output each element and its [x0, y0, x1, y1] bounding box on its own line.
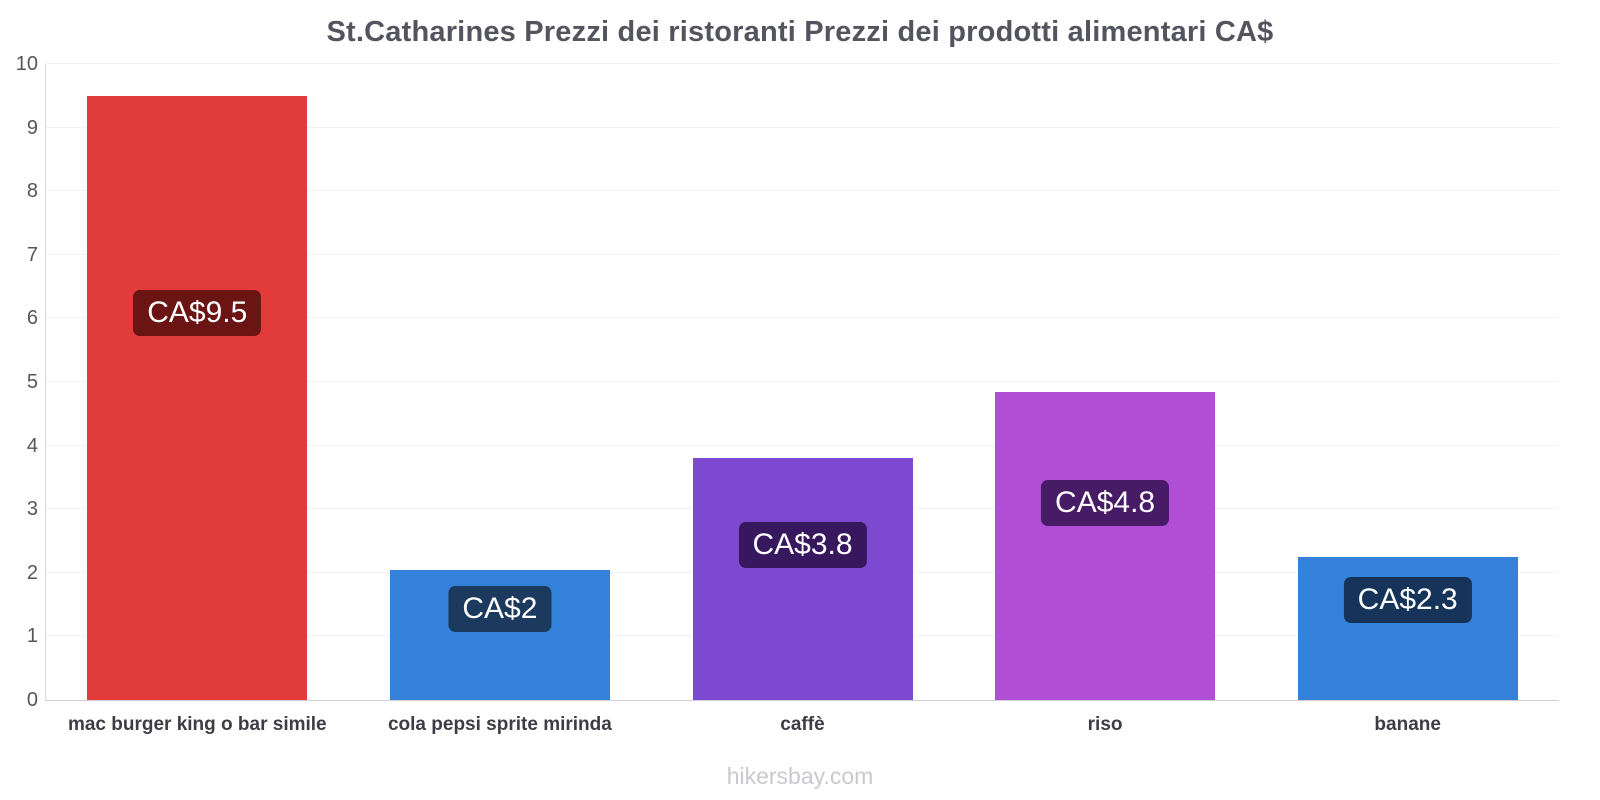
bar-value-badge: CA$3.8: [738, 522, 867, 569]
footer-watermark: hikersbay.com: [726, 763, 874, 789]
plot-area: 0 1 2 3 4 5 6 7 8 9 10 CA$9.5 mac burger king o bar …: [16, 54, 1559, 735]
y-axis-tick-label: 8: [26, 180, 38, 203]
y-axis-tick-label: 9: [26, 116, 38, 139]
gridline: [46, 126, 1559, 128]
x-axis-label: riso: [1087, 714, 1123, 735]
y-axis-tick-label: 2: [26, 561, 38, 584]
bar: CA$2.3: [1297, 556, 1518, 700]
bar: CA$4.8: [995, 391, 1216, 700]
y-axis-tick-label: 6: [26, 307, 38, 330]
x-axis-label: caffè: [780, 714, 825, 735]
gridline: [46, 317, 1559, 319]
bar: CA$3.8: [692, 458, 913, 700]
bar: CA$2: [389, 569, 610, 700]
y-axis-tick-label: 1: [26, 625, 38, 648]
y-axis-tick-label: 4: [26, 434, 38, 457]
bar-value-badge: CA$4.8: [1041, 479, 1170, 526]
gridline: [46, 190, 1559, 192]
x-axis-label: banane: [1374, 714, 1441, 735]
bar-value-badge: CA$2: [448, 585, 552, 632]
x-axis-label: cola pepsi sprite mirinda: [387, 714, 612, 735]
bar-value-badge: CA$2.3: [1343, 576, 1472, 623]
x-axis-label: mac burger king o bar simile: [67, 714, 327, 735]
y-axis-tick-label: 3: [26, 498, 38, 521]
bar: CA$9.5: [87, 95, 308, 700]
gridline: [46, 253, 1559, 255]
y-axis-tick-label: 10: [15, 53, 38, 75]
gridline: [46, 381, 1559, 382]
chart-title: St.Catharines Prezzi dei ristoranti Prez…: [326, 16, 1274, 48]
y-axis-tick-label: 7: [26, 243, 38, 266]
bar-value-badge: CA$9.5: [133, 290, 262, 337]
gridline: [46, 63, 1559, 64]
y-axis-tick-label: 0: [26, 689, 38, 711]
gridline: [46, 444, 1559, 446]
y-axis-tick-label: 5: [26, 371, 38, 393]
